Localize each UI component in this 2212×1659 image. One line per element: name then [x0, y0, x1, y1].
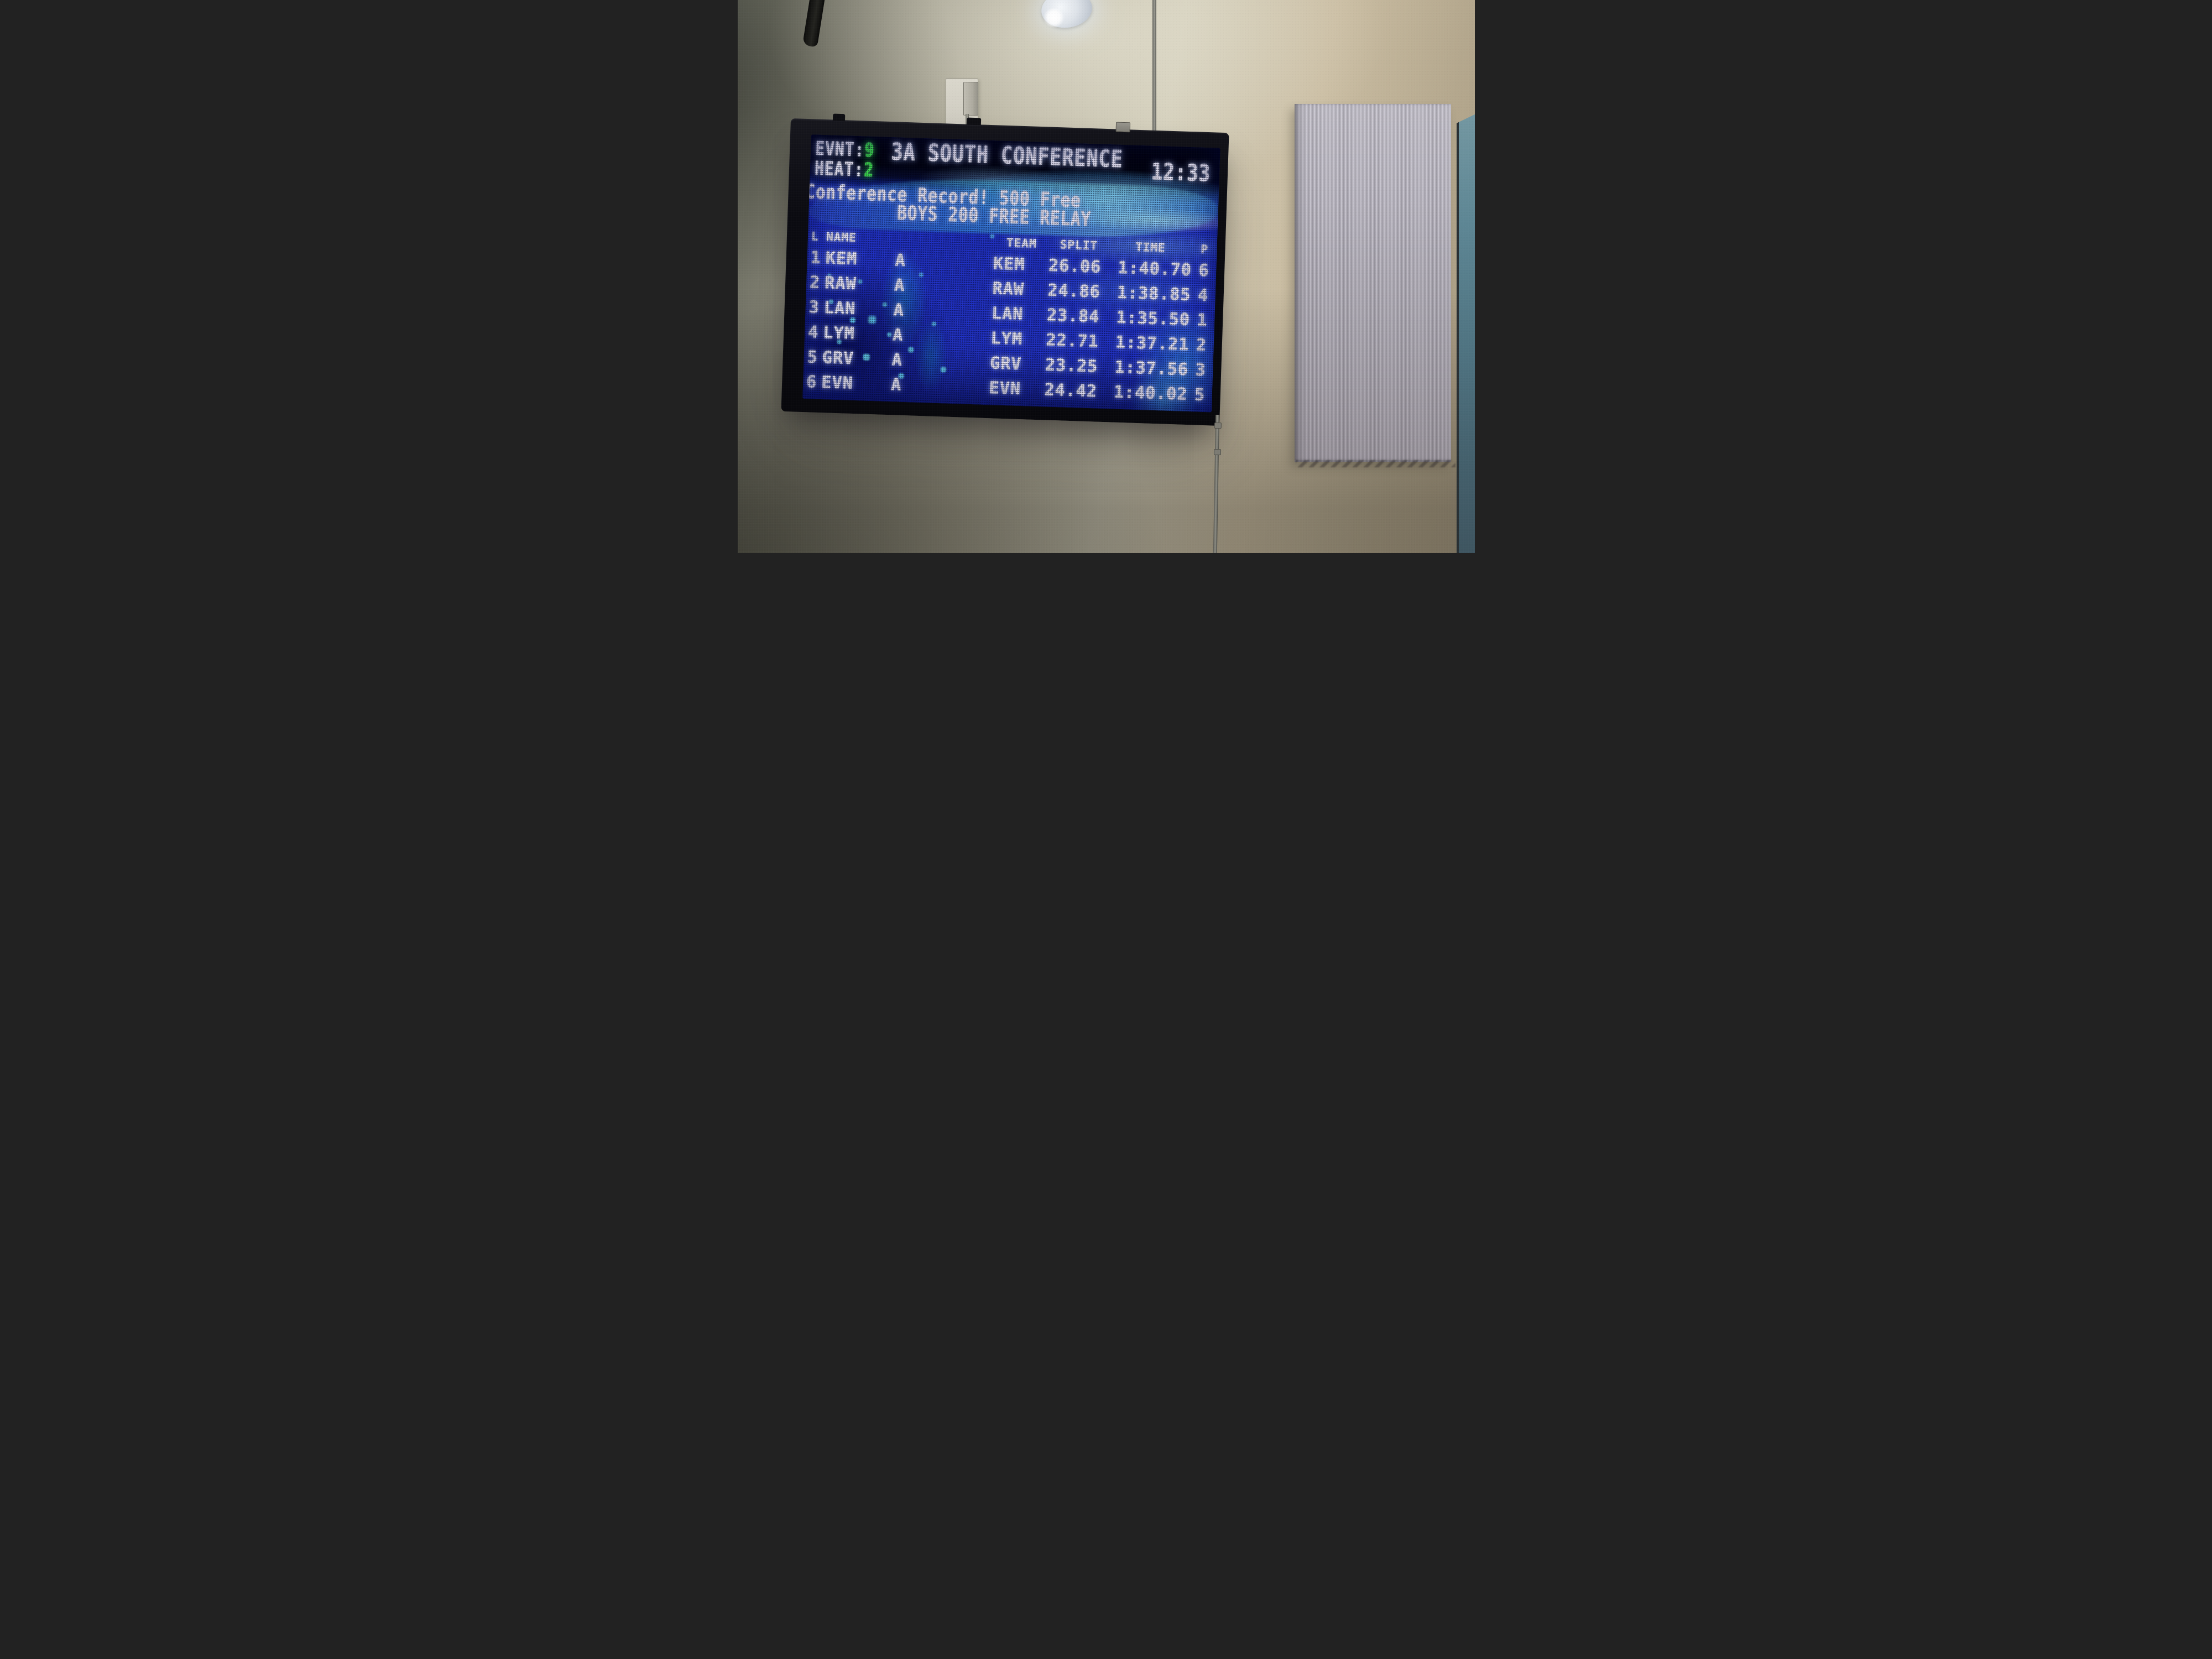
place-cell: 5 — [1193, 385, 1206, 405]
relay-cell: A — [894, 251, 906, 271]
time-cell: 1:40.02 — [1113, 382, 1188, 405]
pool-wall-photo: EVNT:9 HEAT:2 3A SOUTH CONFERENCE 12:33 … — [737, 0, 1475, 553]
led-display: EVNT:9 HEAT:2 3A SOUTH CONFERENCE 12:33 … — [802, 134, 1220, 413]
team-cell: KEM — [993, 254, 1025, 275]
header-lane: L — [811, 229, 819, 243]
ceiling-light-fixture — [1039, 0, 1094, 31]
conduit-coupling — [1214, 422, 1222, 429]
place-cell: 1 — [1196, 310, 1208, 331]
mount-tab — [832, 113, 845, 122]
junction-box — [963, 82, 978, 116]
name-cell: KEM — [825, 248, 858, 269]
split-cell: 24.86 — [1047, 280, 1100, 302]
relay-cell: A — [891, 350, 902, 370]
relay-cell: A — [892, 325, 904, 345]
header-place: P — [1200, 242, 1209, 257]
name-cell: LAN — [823, 298, 856, 319]
team-cell: EVN — [988, 378, 1021, 399]
name-cell: GRV — [821, 348, 854, 369]
wall-conduit-upper — [1152, 0, 1156, 140]
bubbles-graphic — [811, 134, 812, 135]
team-cell: LYM — [990, 328, 1022, 349]
header-split: SPLIT — [1059, 238, 1098, 253]
header-team: TEAM — [1006, 236, 1037, 251]
time-cell: 1:38.85 — [1116, 283, 1191, 305]
team-cell: LAN — [991, 304, 1024, 325]
teal-wall-column — [1456, 113, 1475, 553]
relay-cell: A — [890, 375, 902, 395]
name-cell: RAW — [824, 273, 857, 294]
conduit-coupling — [1213, 448, 1221, 456]
lane-cell: 3 — [808, 298, 820, 317]
name-cell: EVN — [821, 373, 853, 393]
scoreboard-clock: 12:33 — [1150, 158, 1211, 187]
light-glare — [1042, 7, 1066, 29]
team-cell: GRV — [989, 353, 1022, 374]
split-cell: 24.42 — [1044, 380, 1097, 401]
place-cell: 3 — [1194, 360, 1206, 380]
record-banner-line2: BOYS 200 FREE RELAY — [896, 201, 1092, 231]
split-cell: 23.84 — [1046, 305, 1100, 327]
split-cell: 22.71 — [1045, 330, 1099, 352]
time-cell: 1:37.56 — [1114, 357, 1188, 380]
lane-cell: 1 — [810, 248, 821, 268]
time-cell: 1:40.70 — [1117, 258, 1192, 280]
lane-cell: 2 — [809, 273, 821, 293]
place-cell: 4 — [1197, 285, 1209, 306]
corrugated-acoustic-panel — [1294, 104, 1451, 462]
relay-cell: A — [894, 275, 905, 295]
time-cell: 1:37.21 — [1114, 332, 1190, 355]
scoreboard: EVNT:9 HEAT:2 3A SOUTH CONFERENCE 12:33 … — [780, 113, 1229, 426]
place-cell: 6 — [1198, 260, 1209, 281]
team-cell: RAW — [992, 279, 1024, 300]
name-cell: LYM — [822, 323, 855, 344]
mount-junction-box — [1115, 122, 1130, 133]
split-cell: 26.06 — [1047, 255, 1102, 277]
mount-tab — [966, 117, 981, 126]
wall-conduit-lower — [1213, 414, 1222, 553]
hanging-cable — [802, 0, 825, 48]
split-cell: 23.25 — [1044, 355, 1098, 377]
header-time: TIME — [1135, 240, 1166, 255]
lane-cell: 6 — [806, 372, 817, 392]
lane-cell: 4 — [807, 322, 819, 342]
header-name: NAME — [826, 230, 857, 245]
relay-cell: A — [893, 300, 904, 320]
lane-cell: 5 — [806, 347, 818, 367]
time-cell: 1:35.50 — [1115, 307, 1190, 330]
place-cell: 2 — [1195, 335, 1207, 356]
